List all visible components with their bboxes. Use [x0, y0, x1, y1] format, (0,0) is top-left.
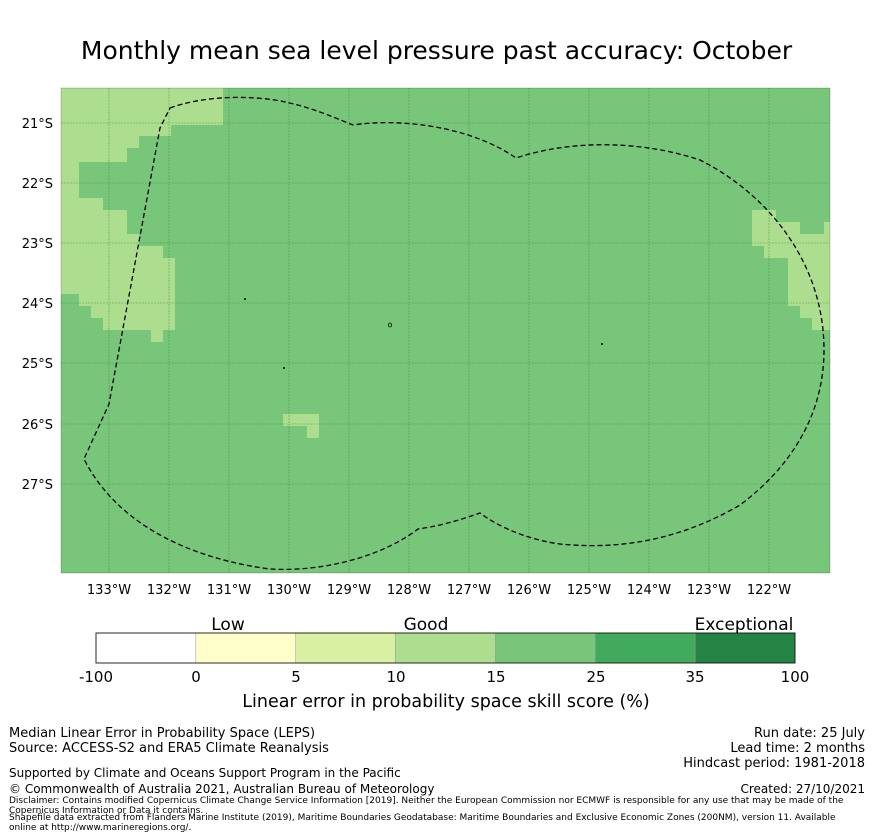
lon-label: 127°W	[447, 583, 491, 598]
lead-time: Lead time: 2 months	[730, 741, 865, 756]
lon-label: 133°W	[87, 583, 131, 598]
light-skill-regions	[61, 88, 830, 438]
latitude-labels: 21°S 22°S 23°S 24°S 25°S 26°S 27°S	[22, 117, 53, 493]
colorbar-frame	[95, 632, 796, 664]
shapefile-line-2: online at http://www.marineregions.org/.	[9, 823, 192, 833]
longitude-labels: 133°W 132°W 131°W 130°W 129°W 128°W 127°…	[87, 583, 791, 598]
shapefile-line-1: Shapefile data extracted from Flanders M…	[9, 813, 836, 823]
light-region-east	[752, 210, 830, 330]
colorbar-label: Linear error in probability space skill …	[242, 692, 650, 712]
lon-label: 124°W	[627, 583, 671, 598]
category-good: Good	[404, 615, 449, 635]
category-low: Low	[211, 615, 245, 635]
copyright-text: © Commonwealth of Australia 2021, Austra…	[9, 782, 435, 796]
lon-label: 131°W	[207, 583, 251, 598]
cb-tick: 100	[781, 668, 810, 686]
lat-label: 22°S	[22, 177, 53, 192]
disclaimer-line-1: Disclaimer: Contains modified Copernicus…	[9, 796, 844, 806]
colorbar-segment	[195, 632, 296, 664]
colorbar-categories: Low Good Exceptional	[211, 615, 793, 635]
colorbar-segment	[295, 632, 396, 664]
source-text: Source: ACCESS-S2 and ERA5 Climate Reana…	[9, 741, 329, 756]
cb-tick: 0	[191, 668, 201, 686]
support-text: Supported by Climate and Oceans Support …	[9, 766, 401, 780]
lat-label: 23°S	[22, 237, 53, 252]
lat-label: 24°S	[22, 297, 53, 312]
lon-label: 132°W	[147, 583, 191, 598]
island	[282, 366, 285, 369]
colorbar-segment	[595, 632, 696, 664]
light-region-south	[283, 414, 319, 438]
lat-label: 25°S	[22, 357, 53, 372]
category-exceptional: Exceptional	[695, 615, 794, 635]
disclaimer-line-2: Copernicus Information or Data it contai…	[9, 806, 204, 816]
colorbar-segment	[395, 632, 496, 664]
cb-tick: 5	[291, 668, 301, 686]
colorbar-segment	[694, 632, 796, 664]
created-date: Created: 27/10/2021	[740, 782, 865, 796]
lat-label: 21°S	[22, 117, 53, 132]
cb-tick: 25	[586, 668, 605, 686]
grid-lines	[61, 88, 830, 573]
lon-label: 125°W	[567, 583, 611, 598]
island	[601, 342, 604, 345]
light-region-west	[61, 88, 223, 342]
lon-label: 129°W	[327, 583, 371, 598]
map-background	[61, 88, 830, 573]
lon-label: 130°W	[267, 583, 311, 598]
lon-label: 123°W	[687, 583, 731, 598]
lat-label: 27°S	[22, 478, 53, 493]
colorbar-segment	[495, 632, 596, 664]
island	[387, 322, 392, 328]
lon-label: 126°W	[507, 583, 551, 598]
run-date: Run date: 25 July	[754, 726, 865, 741]
cb-tick: 10	[386, 668, 405, 686]
cb-tick: 35	[685, 668, 704, 686]
map-frame	[60, 87, 831, 574]
lon-label: 128°W	[387, 583, 431, 598]
islands	[243, 297, 604, 369]
cb-tick: -100	[79, 668, 113, 686]
eez-boundary	[83, 96, 825, 571]
leps-description: Median Linear Error in Probability Space…	[9, 726, 316, 741]
colorbar-ticks: -100 0 5 10 15 25 35 100	[79, 668, 809, 686]
island	[243, 297, 246, 300]
colorbar-segment	[95, 632, 197, 664]
page-title: Monthly mean sea level pressure past acc…	[80, 36, 793, 65]
hindcast-period: Hindcast period: 1981-2018	[683, 756, 865, 771]
lon-label: 122°W	[747, 583, 791, 598]
cb-tick: 15	[486, 668, 505, 686]
lat-label: 26°S	[22, 418, 53, 433]
colorbar	[95, 632, 796, 664]
